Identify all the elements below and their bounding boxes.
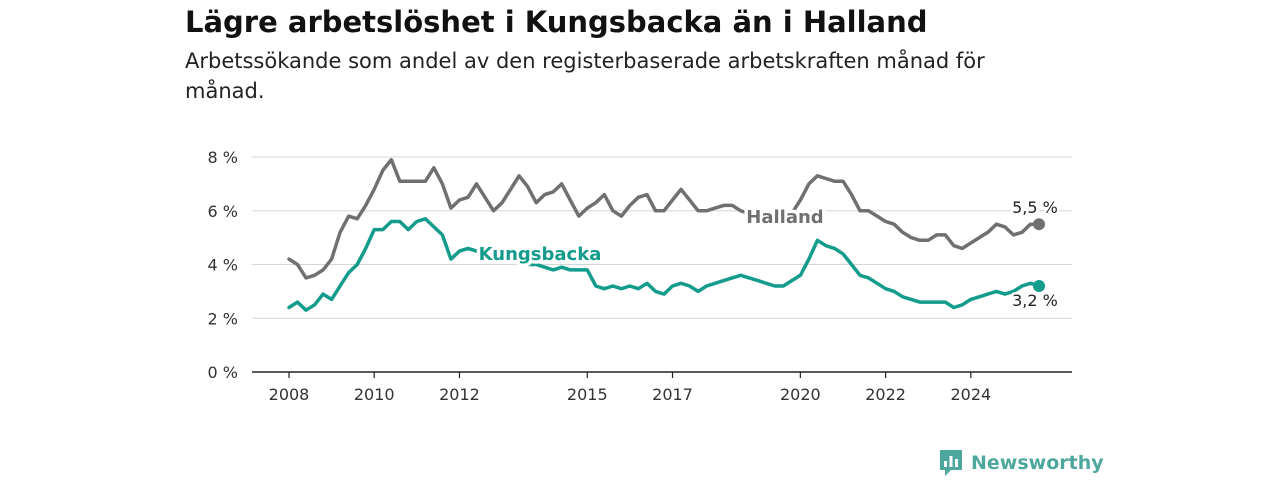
- series-label-kungsbacka: Kungsbacka: [479, 244, 602, 265]
- y-tick-label: 0 %: [208, 363, 238, 382]
- x-tick-label: 2008: [269, 385, 310, 404]
- series-lines: [287, 157, 1045, 312]
- y-tick-label: 8 %: [208, 148, 238, 167]
- end-label-kungsbacka: 3,2 %: [1012, 291, 1058, 310]
- x-tick-label: 2017: [652, 385, 693, 404]
- series-labels: Halland Kungsbacka 5,5 % 3,2 %: [475, 196, 1060, 313]
- axes: 0 % 2 % 4 % 6 % 8 % 2008 2010 2012 2015 2017 2020 2…: [208, 148, 1072, 404]
- brand-name: Newsworthy: [971, 452, 1104, 474]
- y-tick-label: 4 %: [208, 256, 238, 275]
- end-point-kungsbacka: [1033, 280, 1045, 292]
- end-label-halland: 5,5 %: [1012, 198, 1058, 217]
- series-line-halland: [287, 157, 1041, 280]
- newsworthy-logo-icon: [940, 450, 962, 476]
- brand-logo: Newsworthy: [938, 447, 1104, 479]
- y-tick-label: 6 %: [208, 202, 238, 221]
- x-tick-label: 2012: [439, 385, 480, 404]
- x-tick-label: 2015: [567, 385, 608, 404]
- x-tick-label: 2024: [950, 385, 991, 404]
- x-tick-label: 2022: [865, 385, 906, 404]
- x-tick-label: 2020: [780, 385, 821, 404]
- chart-title: Lägre arbetslöshet i Kungsbacka än i Hal…: [185, 5, 928, 39]
- series-label-halland: Halland: [746, 207, 823, 228]
- chart-subtitle: Arbetssökande som andel av den registerb…: [185, 49, 985, 103]
- series-line-kungsbacka: [287, 217, 1041, 312]
- y-tick-label: 2 %: [208, 309, 238, 328]
- x-tick-label: 2010: [354, 385, 395, 404]
- end-point-halland: [1033, 218, 1045, 231]
